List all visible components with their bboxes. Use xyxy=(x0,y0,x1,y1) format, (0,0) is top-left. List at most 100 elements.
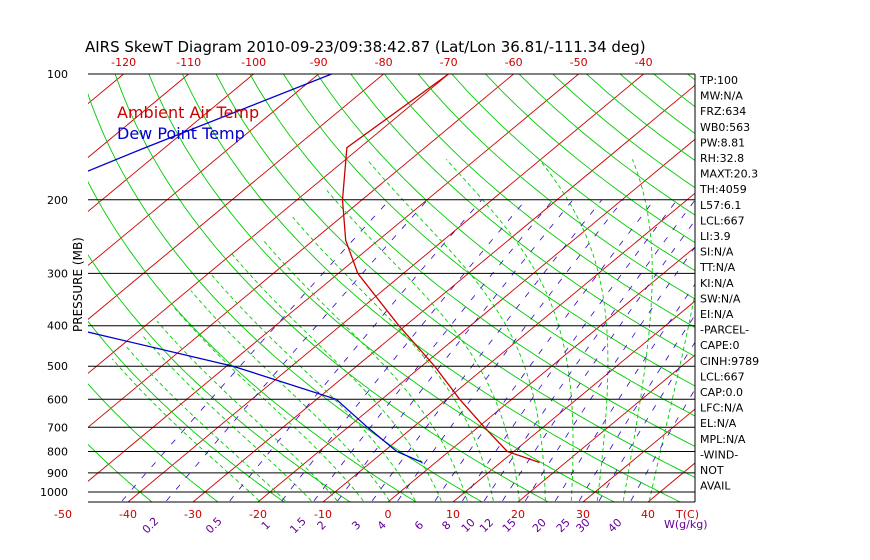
isotherm-line xyxy=(257,138,695,502)
bottom-temperature-tick: -20 xyxy=(249,508,267,521)
mixing-ratio-line xyxy=(371,199,603,502)
mixing-ratio-line xyxy=(313,199,554,502)
moist-adiabat-line xyxy=(111,358,260,502)
side-panel-item: NOT xyxy=(700,464,724,477)
side-panel-item: CINH:9789 xyxy=(700,355,759,368)
moist-adiabat-line xyxy=(190,290,390,502)
dry-adiabat-line xyxy=(88,320,285,502)
mixing-ratio-label: 12 xyxy=(477,516,496,535)
isobar-lines xyxy=(88,73,696,503)
top-temperature-tick: -110 xyxy=(176,56,201,69)
isotherm-line xyxy=(88,74,189,159)
mixing-ratio-line xyxy=(337,199,574,502)
side-panel-item: RH:32.8 xyxy=(700,152,744,165)
mixing-ratio-line xyxy=(121,199,390,502)
mixing-ratio-line xyxy=(502,219,695,502)
dry-adiabat-line xyxy=(282,74,695,417)
mixing-ratio-label: 6 xyxy=(412,518,426,532)
bottom-temperature-tick: 20 xyxy=(511,508,525,521)
legend-ambient-air-temp: Ambient Air Temp xyxy=(117,103,259,122)
isotherm-line xyxy=(778,74,870,502)
bottom-temperature-tick: -10 xyxy=(314,508,332,521)
side-panel-item: KI:N/A xyxy=(700,277,734,290)
isotherm-line xyxy=(88,74,319,267)
bottom-temperature-tick: -30 xyxy=(184,508,202,521)
side-panel-item: AVAIL xyxy=(700,480,731,493)
mixing-ratio-label: 25 xyxy=(554,516,573,535)
y-axis-label: PRESSURE (MB) xyxy=(71,237,85,332)
top-temperature-ticks: -120 -110 -100 -90 -80 -70 -60 -50 -40 xyxy=(111,56,652,69)
mixing-ratio-line xyxy=(524,246,695,502)
side-panel-item: MAXT:20.3 xyxy=(700,168,758,181)
side-panel-item: MW:N/A xyxy=(700,90,743,103)
side-panel-item: TT:N/A xyxy=(699,261,736,274)
side-panel-item: SI:N/A xyxy=(700,246,734,259)
mixing-ratio-label: 3 xyxy=(349,518,363,532)
side-panel-item: PW:8.81 xyxy=(700,136,745,149)
mixing-ratio-line xyxy=(166,199,428,502)
side-panel-item: LCL:667 xyxy=(700,214,745,227)
pressure-tick-label: 700 xyxy=(47,421,68,434)
moist-adiabat-line xyxy=(622,159,653,501)
mixing-ratio-line xyxy=(397,199,624,502)
moist-adiabat-line xyxy=(445,158,574,501)
pressure-tick-label: 500 xyxy=(47,360,68,373)
mixing-ratio-line xyxy=(483,199,695,502)
pressure-tick-label: 200 xyxy=(47,194,68,207)
side-panel-item: LI:3.9 xyxy=(700,230,731,243)
moist-adiabat-line xyxy=(141,334,312,502)
dry-adiabat-line xyxy=(114,74,550,502)
isotherm-line xyxy=(88,74,449,374)
mixing-ratio-unit-label: W(g/kg) xyxy=(664,518,708,531)
top-temperature-tick: -90 xyxy=(310,56,328,69)
pressure-tick-label: 400 xyxy=(47,320,68,333)
dry-adiabat-line xyxy=(484,74,695,244)
dry-adiabat-line xyxy=(249,74,695,447)
dry-adiabat-line xyxy=(316,74,695,387)
moist-adiabat-line xyxy=(366,159,546,501)
mixing-ratio-labels: 0.2 0.5 1 1.5 2 3 4 6 8 10 12 15 20 25 30 40 xyxy=(140,515,625,537)
mixing-ratio-line xyxy=(434,199,655,502)
isotherm-line xyxy=(647,462,695,502)
top-temperature-tick: -60 xyxy=(505,56,523,69)
bottom-temperature-tick: -50 xyxy=(54,508,72,521)
pressure-tick-labels: 100 200 300 400 500 600 700 800 900 1000 xyxy=(40,68,68,499)
bottom-temperature-tick: -40 xyxy=(119,508,137,521)
pressure-tick-label: 800 xyxy=(47,446,68,459)
isotherm-line xyxy=(127,74,644,502)
pressure-tick-label: 100 xyxy=(47,68,68,81)
isotherm-line xyxy=(322,192,695,502)
moist-adiabat-line xyxy=(262,240,468,502)
side-panel-item: MPL:N/A xyxy=(700,433,746,446)
dry-adiabat-line xyxy=(417,74,695,300)
top-temperature-tick: -80 xyxy=(375,56,393,69)
side-panel-item: EL:N/A xyxy=(700,417,737,430)
chart-title: AIRS SkewT Diagram 2010-09-23/09:38:42.8… xyxy=(85,38,646,56)
temperature-unit-label: T(C) xyxy=(675,508,699,521)
side-panel-item: FRZ:634 xyxy=(700,105,746,118)
mixing-ratio-label: 1.5 xyxy=(287,515,309,537)
bottom-temperature-tick: 30 xyxy=(576,508,590,521)
mixing-ratio-line xyxy=(554,283,695,502)
top-temperature-tick: -120 xyxy=(111,56,136,69)
bottom-temperature-tick: 40 xyxy=(641,508,655,521)
isotherm-line xyxy=(0,74,59,502)
side-panel-item: -PARCEL- xyxy=(700,324,749,337)
dry-adiabat-line xyxy=(88,93,484,502)
mixing-ratio-label: 40 xyxy=(605,516,624,535)
side-panel-item: TH:4059 xyxy=(699,183,747,196)
dry-adiabat-line xyxy=(88,254,351,502)
pressure-tick-label: 1000 xyxy=(40,486,68,499)
side-panel-item: LCL:667 xyxy=(700,370,745,383)
moist-adiabat-line xyxy=(126,346,286,502)
ambient-air-temp-line xyxy=(341,74,540,464)
top-temperature-tick: -40 xyxy=(635,56,653,69)
mixing-ratio-line xyxy=(229,199,483,502)
dry-adiabat-line xyxy=(350,74,695,358)
side-panel-item: L57:6.1 xyxy=(700,199,741,212)
isotherm-line xyxy=(88,74,254,213)
moist-adiabat-line xyxy=(292,216,494,501)
top-temperature-tick: -70 xyxy=(440,56,458,69)
moist-adiabat-line xyxy=(538,159,609,501)
